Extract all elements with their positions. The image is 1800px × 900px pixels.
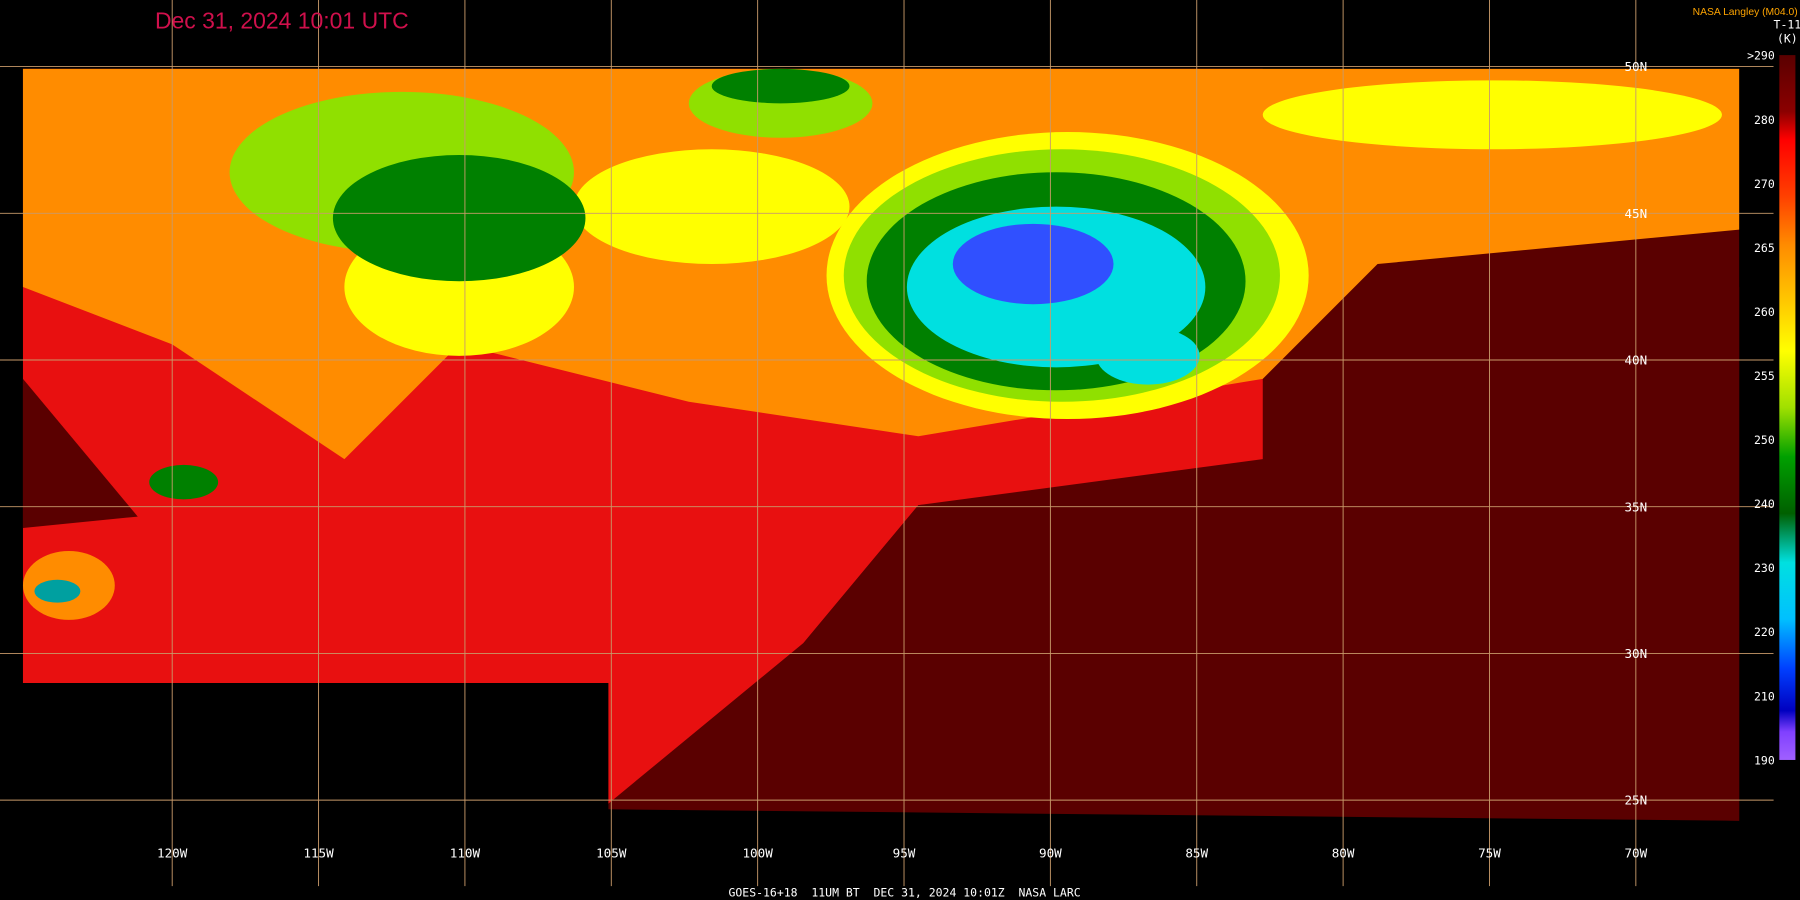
colorbar-label: 270	[1754, 177, 1775, 191]
longitude-label: 100W	[742, 846, 773, 861]
footer: GOES-16+18 11UM BT DEC 31, 2024 10:01Z N…	[729, 886, 1081, 900]
longitude-label: 120W	[157, 846, 188, 861]
longitude-label: 95W	[893, 846, 916, 861]
colorbar-label: 240	[1754, 497, 1775, 511]
colorbar-label: 230	[1754, 561, 1775, 575]
longitude-label: 75W	[1478, 846, 1501, 861]
colorbar-label: 210	[1754, 689, 1775, 703]
longitude-label: 80W	[1332, 846, 1355, 861]
latitude-label: 30N	[1624, 646, 1647, 661]
colorbar-label: 265	[1754, 241, 1775, 255]
latitude-label: 35N	[1624, 499, 1647, 514]
colorbar-label: >290	[1747, 49, 1775, 63]
longitude-label: 105W	[596, 846, 627, 861]
colorbar-title: T-11	[1774, 18, 1800, 32]
footer-band	[0, 886, 1800, 900]
colorbar-label: 260	[1754, 305, 1775, 319]
longitude-label: 115W	[303, 846, 334, 861]
map-title: Dec 31, 2024 10:01 UTC	[155, 8, 409, 34]
colorbar-label: 220	[1754, 625, 1775, 639]
colorbar-labels: >290 280 270 265 260 255 250 240 230 220 210 190	[1747, 49, 1775, 768]
colorbar-label: 190	[1754, 753, 1775, 767]
longitude-label: 90W	[1039, 846, 1062, 861]
colorbar-unit: (K)	[1777, 31, 1798, 45]
credit: NASA Langley (M04.0)	[1693, 7, 1798, 18]
latitude-label: 50N	[1624, 59, 1647, 74]
colorbar-label: 280	[1754, 113, 1775, 127]
latitude-label: 45N	[1624, 206, 1647, 221]
colorbar-label: 255	[1754, 369, 1775, 383]
longitude-label: 110W	[450, 846, 481, 861]
longitude-label: 70W	[1624, 846, 1647, 861]
imagery	[22, 68, 1740, 821]
colorbar	[1779, 55, 1796, 760]
colorbar-label: 250	[1754, 433, 1775, 447]
latitude-label: 40N	[1624, 353, 1647, 368]
longitude-label: 85W	[1185, 846, 1208, 861]
graticule: 120W 115W 110W 105W 100W 95W 90W 85W 80W 75W 70W 50…	[0, 0, 1774, 887]
latitude-label: 25N	[1624, 793, 1647, 808]
